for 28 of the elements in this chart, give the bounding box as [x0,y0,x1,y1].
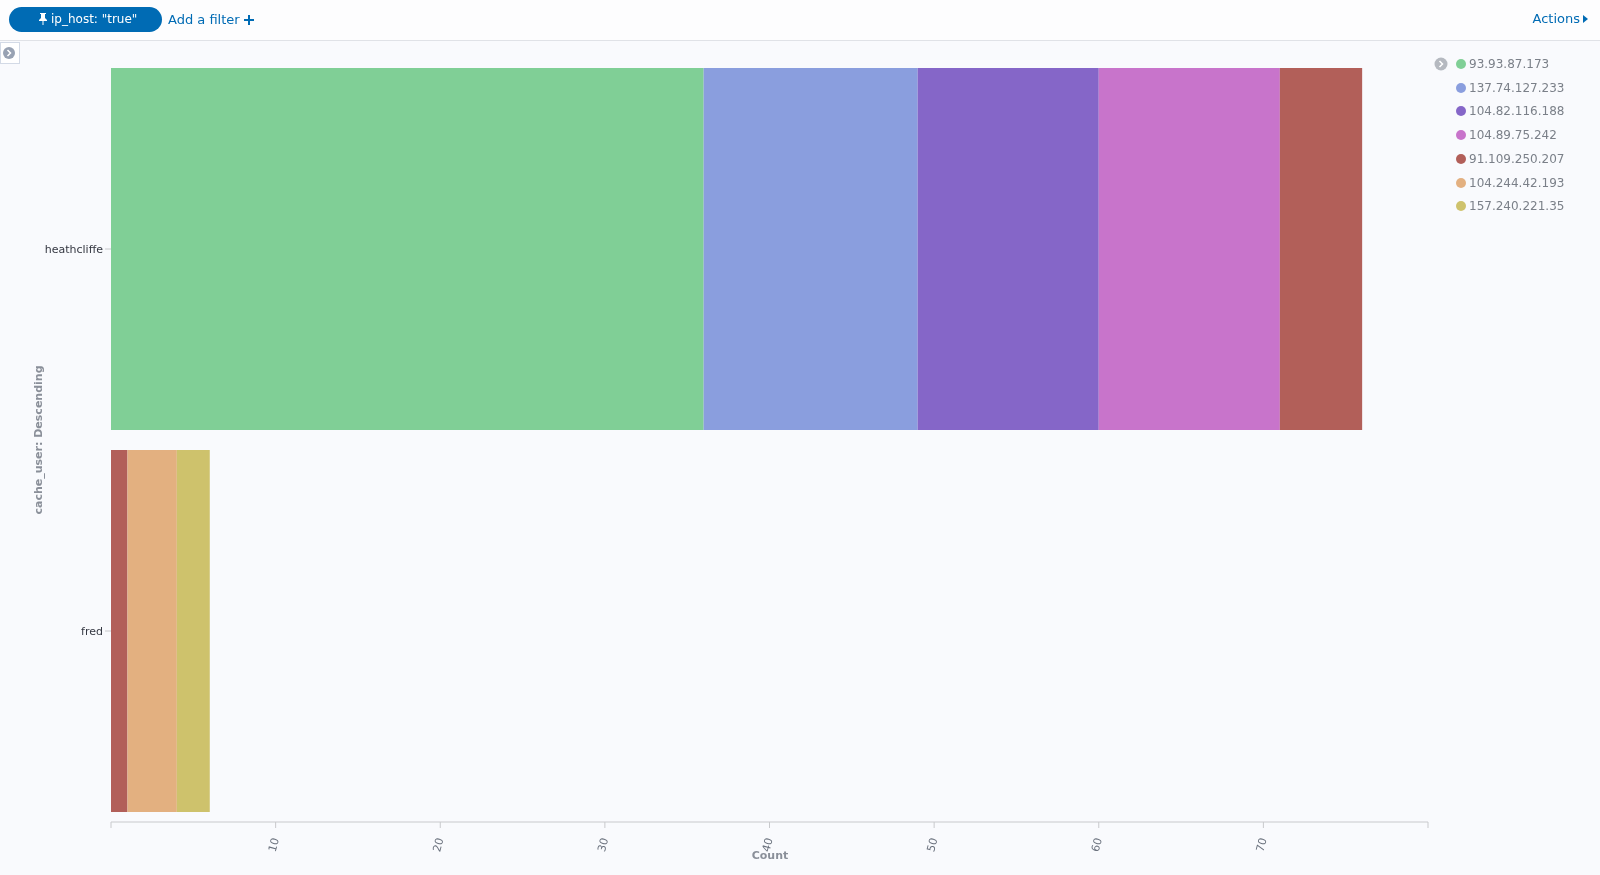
text: ip_host: "true" [51,12,138,26]
x-tick-label: 50 [924,836,941,854]
bar [111,449,128,812]
y-axis-title: cache_user: Descending [31,365,45,515]
legend-label: 157.240.221.35 [1469,199,1565,214]
legend-label: 104.82.116.188 [1469,104,1565,119]
legend-label: 93.93.87.173 [1469,57,1550,71]
bar [1279,67,1363,430]
bar [917,67,1099,430]
x-tick-label: 40 [759,836,776,854]
y-tick-label: fred [81,624,103,638]
y-tick-label: heathcliffe [44,242,104,256]
legend-label: 104.89.75.242 [1469,128,1557,143]
bar [127,449,177,812]
x-tick-label: 30 [594,836,612,854]
legend-label: 91.109.250.207 [1469,151,1565,166]
text: Actions [1532,11,1580,26]
x-tick-label: 20 [430,836,447,854]
bar [111,67,704,430]
bar [703,67,918,430]
bar [176,449,210,812]
x-tick-label: 10 [265,836,282,854]
bar [1098,67,1280,430]
x-tick-label: 70 [1253,836,1270,854]
x-tick-label: 60 [1088,836,1106,854]
legend-label: 137.74.127.233 [1469,80,1565,95]
legend-label: 104.244.42.193 [1469,175,1565,190]
text: Add a filter [168,12,240,27]
